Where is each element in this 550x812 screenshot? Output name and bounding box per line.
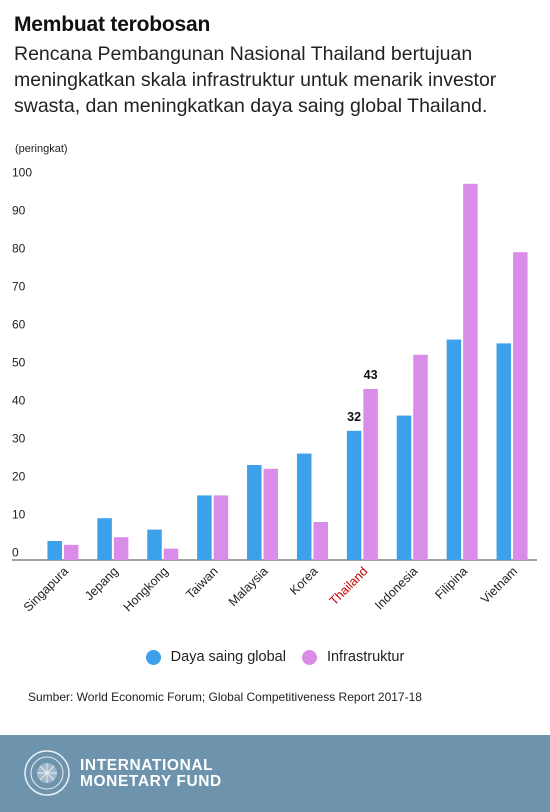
bar-infrastruktur-malaysia	[263, 468, 279, 560]
y-tick-label: 20	[12, 469, 26, 483]
imf-wordmark-line1: INTERNATIONAL	[80, 757, 214, 774]
y-axis-unit-label: (peringkat)	[15, 143, 68, 155]
legend-swatch-pink	[301, 649, 317, 665]
bar-infrastruktur-vietnam	[513, 252, 528, 560]
chart-subtitle: Rencana Pembangunan Nasional Thailand be…	[14, 43, 497, 117]
y-tick-label: 70	[12, 279, 26, 293]
imf-wordmark: INTERNATIONAL MONETARY FUND	[80, 758, 222, 790]
x-tick-label-jepang: Jepang	[82, 564, 121, 603]
bar-infrastruktur-jepang	[113, 537, 129, 560]
imf-footer: INTERNATIONAL MONETARY FUND	[0, 735, 550, 812]
bar-daya-saing-singapura	[47, 541, 62, 560]
bar-daya-saing-taiwan	[197, 495, 212, 560]
imf-wordmark-line2: MONETARY FUND	[80, 773, 222, 790]
bar-infrastruktur-indonesia	[413, 354, 428, 560]
y-tick-label: 30	[12, 431, 26, 445]
x-tick-label-singapura: Singapura	[21, 564, 71, 614]
y-tick-label: 80	[12, 241, 26, 255]
bar-chart: 0 10 20 30 40 50 60 70 80 90 100 Singapura Jepang Hon…	[12, 165, 537, 614]
bar-infrastruktur-hongkong	[163, 548, 179, 560]
y-tick-label: 60	[12, 317, 26, 331]
imf-seal-logo	[24, 750, 70, 796]
legend-label-series1: Daya saing global	[170, 649, 286, 665]
x-tick-label-malaysia: Malaysia	[226, 564, 271, 609]
y-tick-label: 100	[12, 165, 32, 179]
x-tick-label-hongkong: Hongkong	[121, 564, 171, 614]
x-tick-label-korea: Korea	[287, 564, 321, 598]
y-tick-label: 50	[12, 355, 26, 369]
bar-daya-saing-malaysia	[247, 465, 262, 560]
source-note: Sumber: World Economic Forum; Global Com…	[28, 690, 422, 704]
x-tick-label-thailand: Thailand	[327, 564, 371, 608]
bar-daya-saing-filipina	[446, 339, 462, 560]
bar-daya-saing-hongkong	[147, 529, 162, 560]
x-tick-label-taiwan: Taiwan	[183, 564, 220, 601]
x-tick-label-filipina: Filipina	[432, 564, 470, 602]
y-tick-label: 40	[12, 393, 26, 407]
x-tick-label-indonesia: Indonesia	[372, 564, 420, 612]
chart-title: Membuat terobosan	[14, 13, 211, 36]
bar-infrastruktur-korea	[313, 522, 328, 560]
bar-infrastruktur-thailand	[363, 389, 378, 560]
legend-label-series2: Infrastruktur	[326, 649, 405, 665]
data-label-thailand-0: 32	[347, 410, 361, 424]
y-tick-label: 0	[12, 545, 19, 559]
bar-daya-saing-thailand	[346, 430, 362, 560]
bar-infrastruktur-singapura	[63, 544, 79, 560]
y-tick-label: 10	[12, 507, 26, 521]
chart-legend: Daya saing global Infrastruktur	[0, 649, 550, 665]
bar-daya-saing-vietnam	[496, 343, 512, 560]
data-label-thailand-1: 43	[364, 368, 378, 382]
y-tick-label: 90	[12, 203, 26, 217]
legend-swatch-blue	[145, 649, 161, 665]
legend-item-series2: Infrastruktur	[301, 649, 405, 665]
bar-infrastruktur-filipina	[463, 183, 478, 561]
bar-infrastruktur-taiwan	[213, 495, 229, 560]
bar-daya-saing-jepang	[97, 518, 112, 560]
bar-daya-saing-korea	[296, 453, 312, 560]
x-tick-label-vietnam: Vietnam	[478, 564, 520, 606]
legend-item-series1: Daya saing global	[145, 649, 286, 665]
bar-daya-saing-indonesia	[396, 415, 412, 560]
